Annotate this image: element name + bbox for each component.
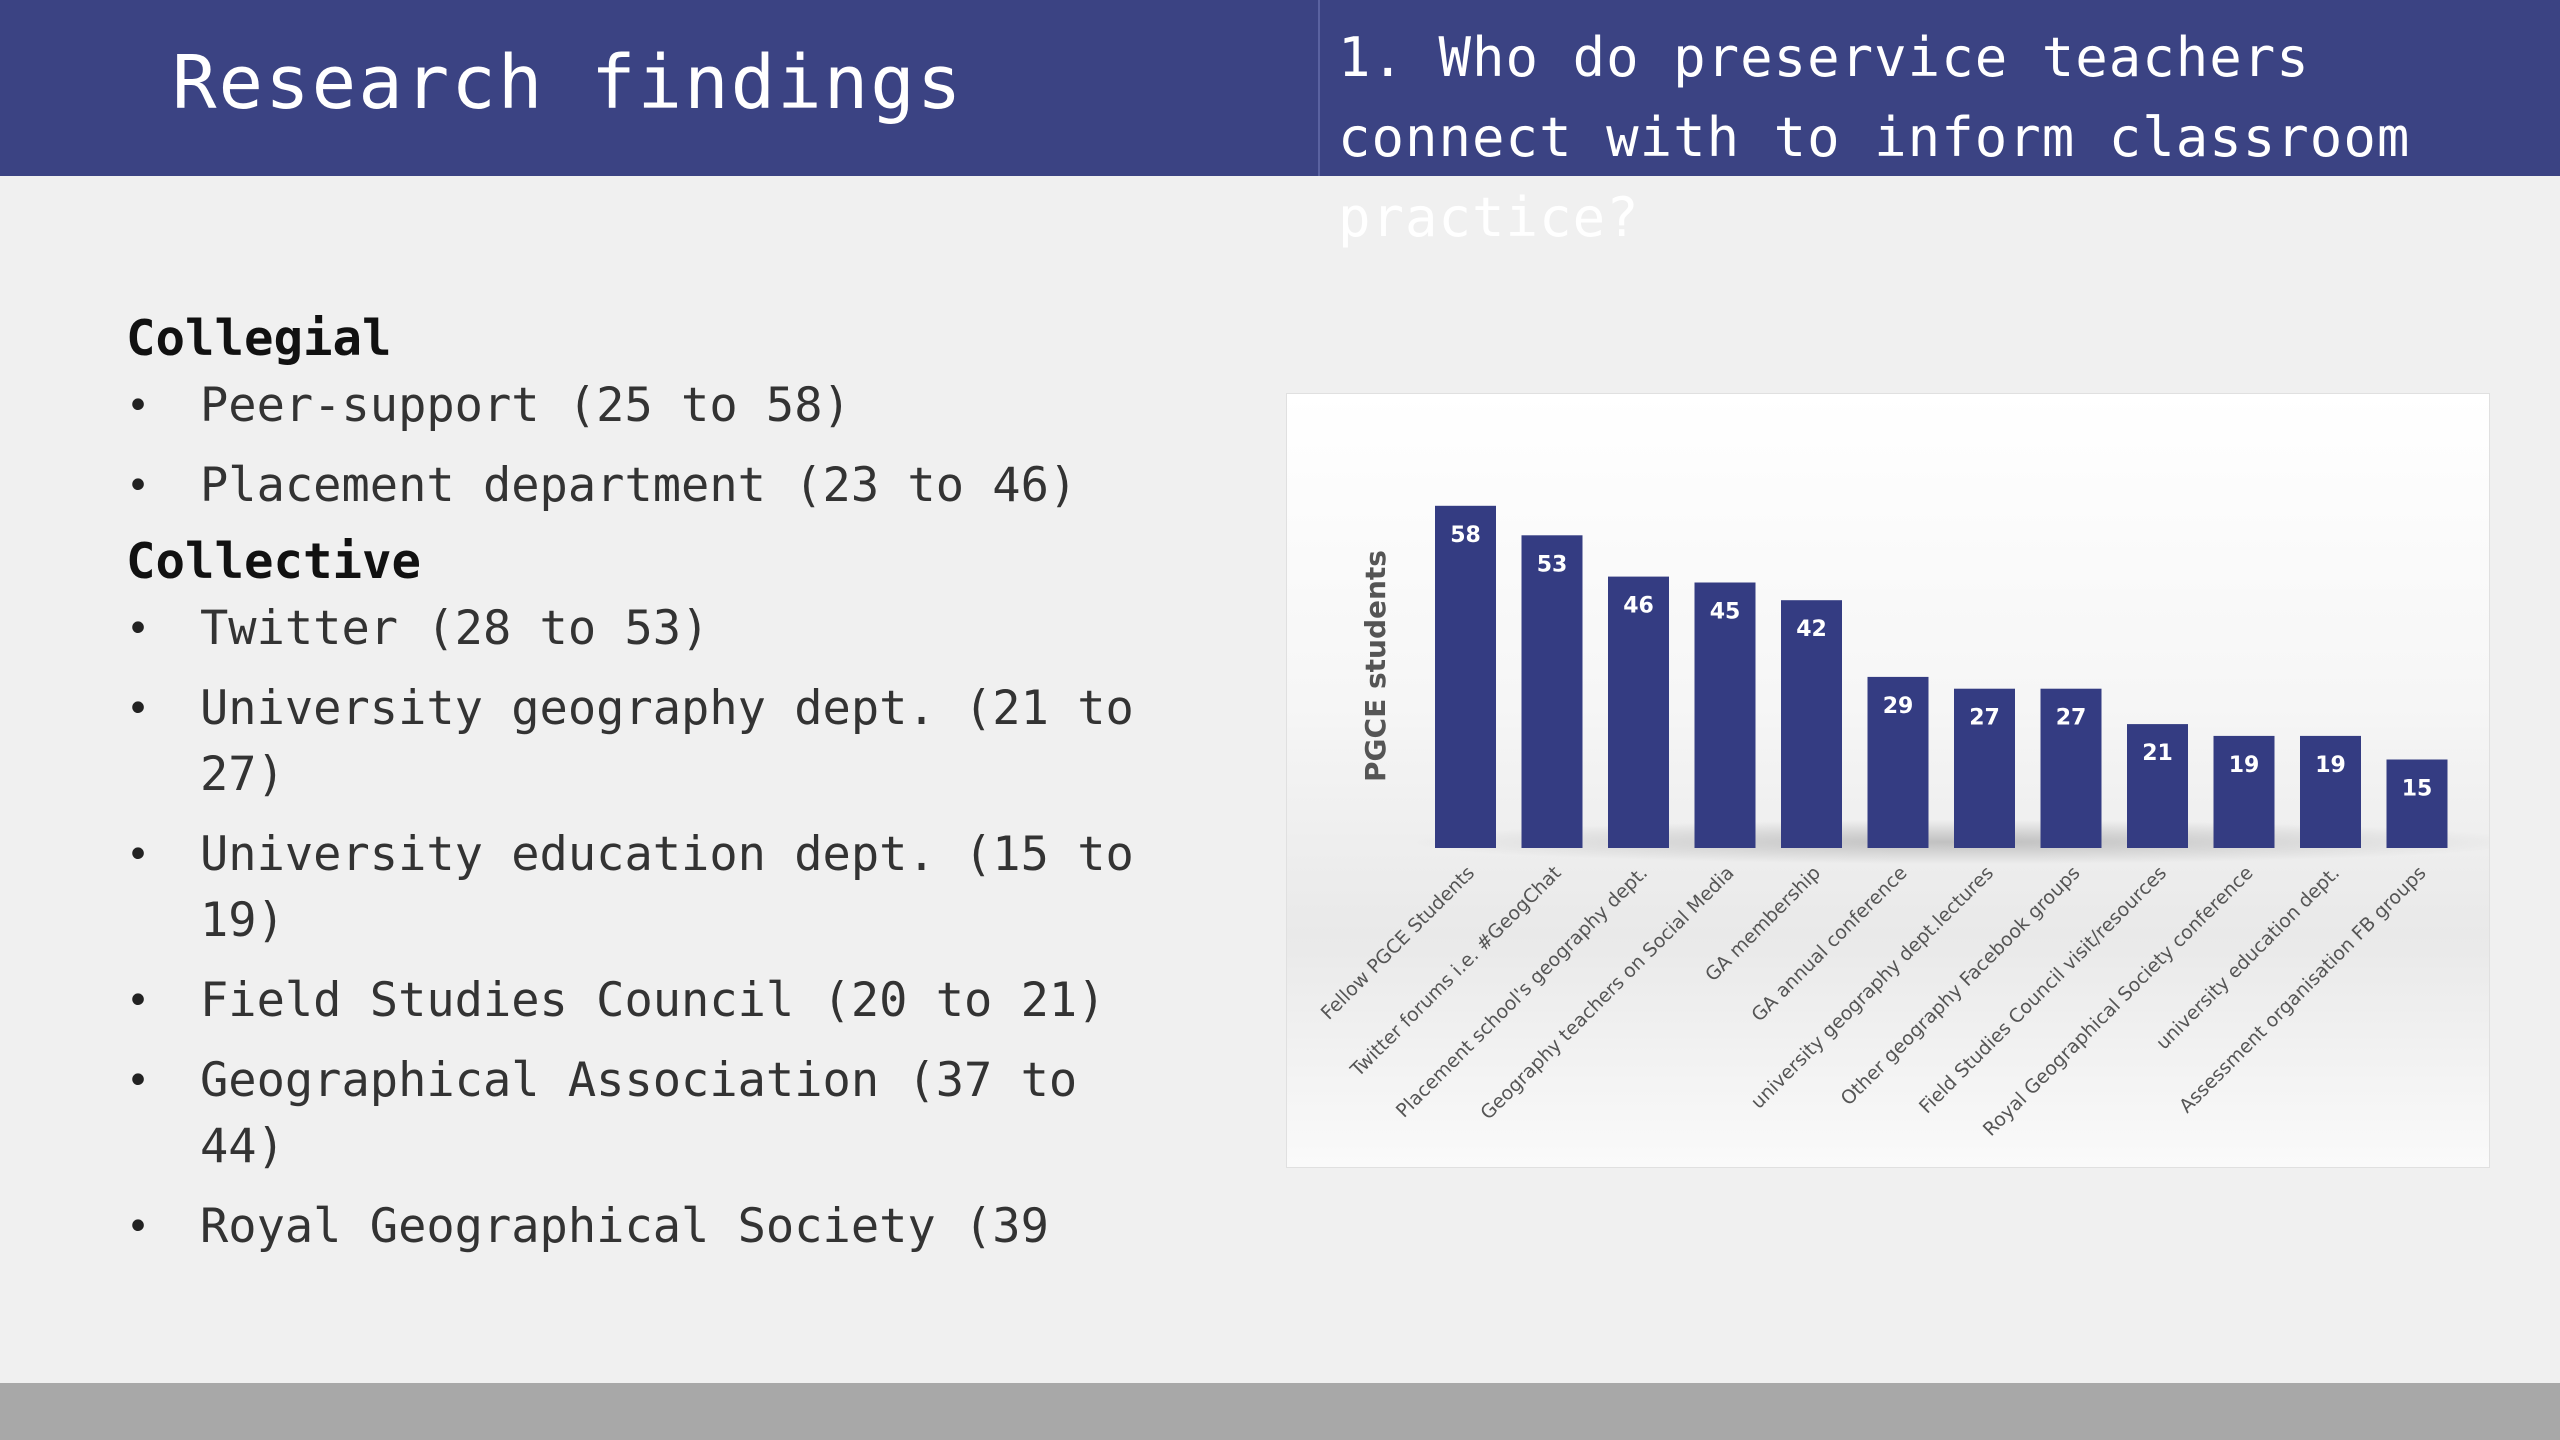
bullet-list: • Peer-support (25 to 58) • Placement depar… [126,373,1136,519]
section-heading-collective: Collective [126,533,422,590]
findings-list: Collegial • Peer-support (25 to 58) • Placem… [126,300,1136,1380]
slide-title: Research findings [172,40,964,126]
chart-bar [1435,505,1496,848]
list-item-text: Geographical Association (37 to 44) [200,1053,1078,1174]
chart-data-label: 29 [1883,694,1914,719]
chart-bar [1867,676,1929,848]
list-item: • Royal Geographical Society (39 [126,1194,1136,1260]
chart-data-label: 45 [1710,600,1741,625]
chart-bar [1608,576,1669,848]
bullet-icon: • [126,1058,151,1104]
research-question: 1. Who do preservice teachers connect wi… [1338,26,2411,249]
bullet-icon: • [126,686,151,732]
bullet-icon: • [126,383,151,429]
list-item: • Twitter (28 to 53) [126,596,1136,662]
chart-data-label: 53 [1537,552,1568,577]
list-item: • Placement department (23 to 46) [126,453,1136,519]
list-item-text: Field Studies Council (20 to 21) [200,973,1106,1028]
chart-data-label: 27 [1969,706,2000,731]
chart-data-label: 42 [1796,617,1827,642]
chart-bar [2213,735,2275,848]
list-item-text: Twitter (28 to 53) [200,601,710,656]
chart-data-label: 27 [2056,706,2087,731]
list-item: • Geographical Association (37 to 44) [126,1048,1136,1180]
chart-data-label: 19 [2315,753,2346,778]
chart-y-axis-label: PGCE students [1359,550,1392,782]
list-item-text: University education dept. (15 to 19) [200,827,1134,948]
chart-category-label: Fellow PGCE Students [1317,862,1479,1024]
chart-category-label: university education dept. [2152,862,2344,1054]
chart-bar [1521,535,1583,848]
chart-panel: 58 Fellow PGCE Students 53 Twitter forums i… [1286,393,2527,1168]
chart-data-label: 58 [1450,523,1481,548]
section-heading-collegial: Collegial [126,310,392,367]
list-item: • University geography dept. (21 to 27) [126,676,1136,808]
bullet-icon: • [126,463,151,509]
header-divider [1318,0,1320,176]
bullet-icon: • [126,832,151,878]
list-item: • University education dept. (15 to 19) [126,822,1136,954]
list-item-text: University geography dept. (21 to 27) [200,681,1134,802]
list-item-text: Royal Geographical Society (39 [200,1199,1049,1254]
chart-bar [1954,688,2015,848]
chart-bar [2127,724,2188,848]
chart-data-label: 21 [2142,741,2173,766]
slide-header: Research findings 1. Who do preservice t… [0,0,2560,249]
chart-data-label: 15 [2402,777,2433,802]
list-item: • Peer-support (25 to 58) [126,373,1136,439]
bullet-icon: • [126,606,151,652]
list-item-text: Placement department (23 to 46) [200,458,1078,513]
chart-bar [1781,600,1842,848]
chart-data-label: 46 [1623,594,1654,619]
chart-bar [2300,735,2361,848]
list-item: • Field Studies Council (20 to 21) [126,968,1136,1034]
chart-bar [1694,582,1756,848]
chart-category-label: GA annual conference [1747,862,1911,1026]
chart-data-label: 19 [2229,753,2260,778]
chart-bar [2040,688,2102,848]
list-item-text: Peer-support (25 to 58) [200,378,851,433]
footer-bar [0,1383,2560,1440]
bullet-icon: • [126,978,151,1024]
chart-bar [2386,759,2448,848]
bullet-icon: • [126,1204,151,1250]
bullet-list: • Twitter (28 to 53) • University geography… [126,596,1136,1260]
